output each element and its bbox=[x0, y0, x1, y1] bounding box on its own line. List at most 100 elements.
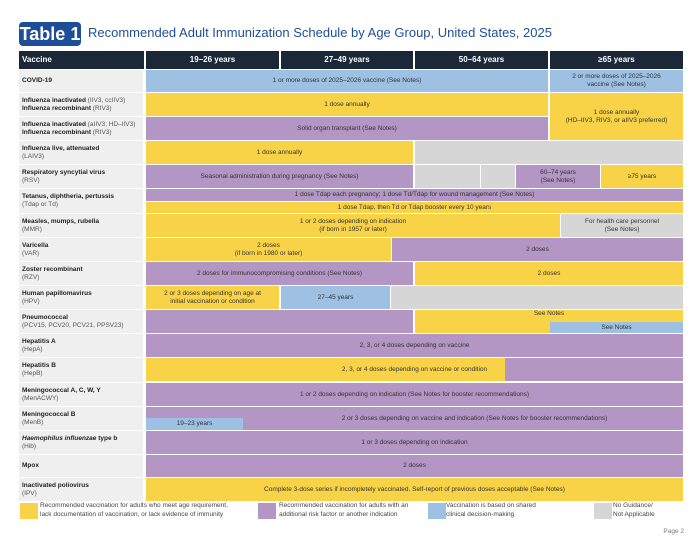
vaccine-name-2-extra: (RIV3) bbox=[90, 104, 112, 112]
vaccine-name-cell: Haemophilus influenzae type b (Hib) bbox=[19, 431, 143, 454]
vaccine-name: Meningococcal B bbox=[22, 410, 76, 418]
vaccine-abbreviation: (HepB) bbox=[22, 370, 43, 377]
column-header-19-26: 19–26 years bbox=[146, 51, 279, 69]
vaccine-name: Hepatitis B bbox=[22, 362, 56, 369]
vaccine-abbreviation: (IPV) bbox=[22, 489, 37, 497]
cell: 60–74 years (See Notes) bbox=[516, 165, 600, 188]
cell: 2 doses bbox=[415, 262, 683, 285]
page-title: Recommended Adult Immunization Schedule … bbox=[88, 25, 552, 40]
cell: 27–45 years bbox=[281, 286, 390, 309]
vaccine-name-cell: Inactivated poliovirus (IPV) bbox=[19, 478, 143, 501]
cell-not-applicable bbox=[391, 286, 683, 309]
vaccine-name: Mpox bbox=[22, 462, 39, 469]
vaccine-abbreviation: (PCV15, PCV20, PCV21, PPSV23) bbox=[22, 321, 124, 329]
vaccine-name-cell: Varicella (VAR) bbox=[19, 238, 143, 261]
cell: 2 or 3 doses depending on vaccine and in… bbox=[146, 407, 683, 430]
vaccine-abbreviation: (MMR) bbox=[22, 225, 42, 233]
vaccine-abbreviation: (RZV) bbox=[22, 273, 40, 281]
vaccine-name-cell: Respiratory syncytial virus (RSV) bbox=[19, 165, 143, 188]
vaccine-abbreviation: (HepA) bbox=[22, 345, 43, 353]
cell: 1 dose annually bbox=[146, 141, 413, 164]
cell: 2, 3, or 4 doses depending on vaccine or… bbox=[146, 358, 683, 381]
vaccine-name: Tetanus, diphtheria, pertussis bbox=[22, 193, 114, 200]
cell bbox=[146, 310, 413, 333]
cell: 1 dose annually bbox=[146, 93, 548, 116]
vaccine-name-cell: Zoster recombinant (RZV) bbox=[19, 262, 143, 285]
vaccine-name-cell: Hepatitis A (HepA) bbox=[19, 334, 143, 357]
cell: For health care personnel (See Notes) bbox=[561, 214, 683, 237]
cell-not-applicable bbox=[415, 141, 683, 164]
cell: 2 doses bbox=[146, 455, 683, 477]
vaccine-abbreviation: (Tdap or Td) bbox=[22, 201, 59, 208]
vaccine-name: Inactivated poliovirus bbox=[22, 481, 89, 489]
vaccine-name-2: Influenza recombinant bbox=[22, 104, 91, 112]
vaccine-name: Hepatitis A bbox=[22, 337, 56, 345]
cell: 2 doses (if born in 1980 or later) bbox=[146, 238, 391, 261]
vaccine-name-cell: Measles, mumps, rubella (MMR) bbox=[19, 214, 143, 237]
column-header-vaccine: Vaccine bbox=[19, 51, 144, 69]
vaccine-name-extra: (aIIV3; HD–IIV3) bbox=[85, 120, 136, 128]
legend-swatch-gray bbox=[594, 503, 612, 519]
cell: 2 or more doses of 2025–2026 vaccine (Se… bbox=[550, 70, 683, 92]
vaccine-name-cell: Meningococcal B (MenB) bbox=[19, 407, 143, 430]
cell: 1 dose Tdap, then Td or Tdap booster eve… bbox=[146, 202, 683, 213]
legend-swatch-blue bbox=[428, 503, 446, 519]
vaccine-name: Varicella bbox=[22, 241, 49, 249]
column-header-50-64: 50–64 years bbox=[415, 51, 548, 69]
cell: 19–23 years bbox=[146, 418, 243, 430]
cell: 2, 3, or 4 doses depending on vaccine bbox=[146, 334, 683, 357]
vaccine-name: Meningococcal A, C, W, Y bbox=[22, 386, 101, 394]
cell: 1 dose annually (HD–IIV3, RIV3, or aIIV3… bbox=[550, 93, 683, 140]
vaccine-name-extra: (IIV3, ccIIV3) bbox=[85, 96, 126, 104]
vaccine-name: Pneumococcal bbox=[22, 313, 68, 321]
cell: 1 or more doses of 2025–2026 vaccine (Se… bbox=[146, 70, 548, 92]
cell: Solid organ transplant (See Notes) bbox=[146, 117, 548, 140]
vaccine-name: Haemophilus influenzae bbox=[22, 434, 97, 442]
vaccine-name: Respiratory syncytial virus bbox=[22, 168, 106, 176]
vaccine-name: Influenza inactivated bbox=[22, 120, 86, 128]
vaccine-name-cell: Influenza inactivated (IIV3, ccIIV3) Infl… bbox=[19, 93, 143, 116]
legend-text: No Guidance/ Not Applicable bbox=[613, 502, 655, 518]
vaccine-name-2: Influenza recombinant bbox=[22, 128, 91, 136]
vaccine-abbreviation: (MenACWY) bbox=[22, 394, 59, 402]
vaccine-abbreviation: (LAIV3) bbox=[22, 152, 45, 160]
cell: 1 or 2 doses depending on indication (Se… bbox=[146, 383, 683, 406]
vaccine-name-cell: Influenza inactivated (aIIV3; HD–IIV3) In… bbox=[19, 117, 143, 140]
vaccine-abbreviation: (Hib) bbox=[22, 442, 37, 450]
vaccine-abbreviation: (RSV) bbox=[22, 176, 40, 184]
vaccine-abbreviation: (HPV) bbox=[22, 297, 40, 305]
column-header-65-plus: ≥65 years bbox=[550, 51, 683, 69]
legend-text: Recommended vaccination for adults with … bbox=[279, 502, 409, 518]
cell: ≥75 years bbox=[601, 165, 683, 188]
vaccine-name-cell: Tetanus, diphtheria, pertussis (Tdap or T… bbox=[19, 189, 143, 213]
vaccine-name-extra: type b bbox=[96, 434, 118, 442]
legend-text: Vaccination is based on shared clinical … bbox=[446, 502, 536, 518]
cell: 1 or 2 doses depending on indication (if… bbox=[146, 214, 560, 237]
vaccine-name-cell: Pneumococcal (PCV15, PCV20, PCV21, PPSV23… bbox=[19, 310, 143, 333]
vaccine-abbreviation: (MenB) bbox=[22, 418, 44, 426]
cell: 1 dose Tdap each pregnancy; 1 dose Td/Td… bbox=[146, 189, 683, 201]
cell: 2 or 3 doses depending on age at initial… bbox=[146, 286, 279, 309]
vaccine-name-cell: COVID-19 bbox=[19, 70, 143, 92]
vaccine-name: Influenza inactivated bbox=[22, 96, 86, 104]
vaccine-name: COVID-19 bbox=[22, 77, 52, 84]
vaccine-name: Influenza live, attenuated bbox=[22, 144, 100, 152]
cell: 2 doses for immunocompromising condition… bbox=[146, 262, 413, 285]
vaccine-name-cell: Meningococcal A, C, W, Y (MenACWY) bbox=[19, 383, 143, 406]
cell: 2 doses bbox=[392, 238, 683, 261]
cell-not-applicable bbox=[415, 165, 480, 188]
cell: Seasonal administration during pregnancy… bbox=[146, 165, 413, 188]
vaccine-name: Measles, mumps, rubella bbox=[22, 217, 99, 225]
cell: 1 or 3 doses depending on indication bbox=[146, 431, 683, 454]
cell-not-applicable bbox=[481, 165, 515, 188]
vaccine-name: Zoster recombinant bbox=[22, 265, 83, 273]
vaccine-name-2-extra: (RIV3) bbox=[90, 128, 112, 136]
vaccine-name-cell: Hepatitis B (HepB) bbox=[19, 358, 143, 382]
vaccine-name-cell: Human papillomavirus (HPV) bbox=[19, 286, 143, 309]
legend-swatch-yellow bbox=[20, 503, 38, 519]
table-badge: Table 1 bbox=[19, 22, 81, 46]
vaccine-name: Human papillomavirus bbox=[22, 289, 92, 297]
column-header-27-49: 27–49 years bbox=[281, 51, 413, 69]
cell: See Notes bbox=[550, 322, 683, 333]
